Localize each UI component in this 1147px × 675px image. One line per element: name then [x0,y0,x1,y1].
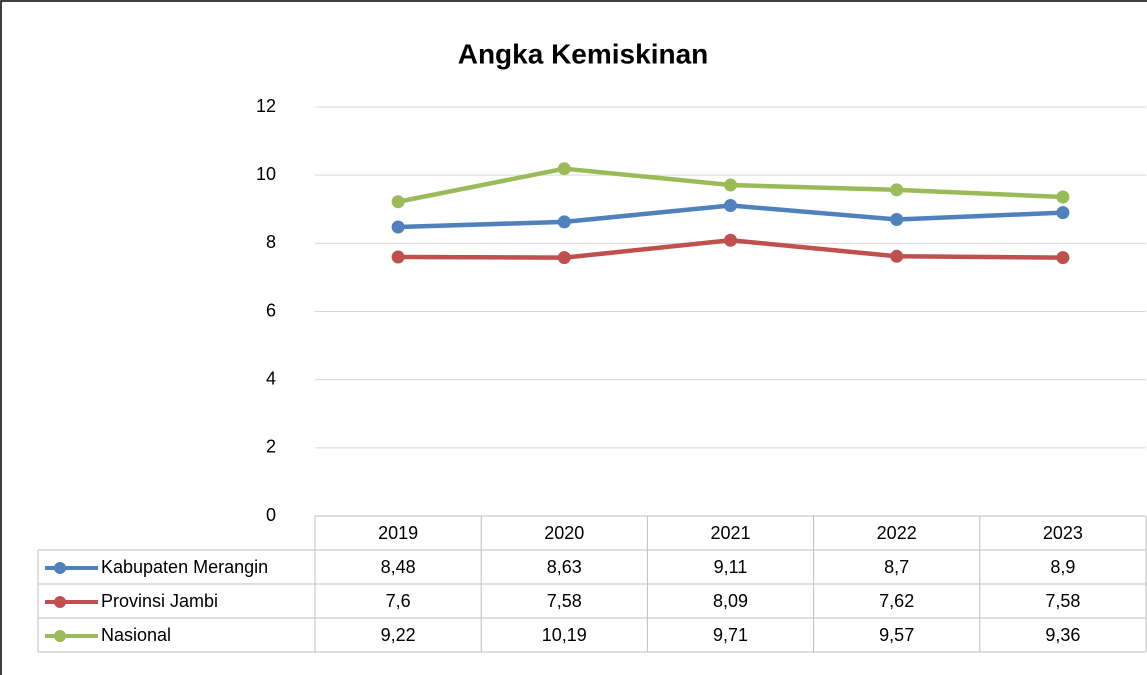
legend-key-marker [54,562,66,574]
data-point [724,233,737,247]
y-tick-label: 0 [266,505,276,525]
y-tick-label: 10 [256,164,276,184]
data-label: 10,19 [542,625,587,645]
data-point [391,195,405,209]
data-label: 7,58 [547,591,582,611]
data-point [1056,190,1070,204]
legend-key-marker [54,630,66,642]
data-label: 8,63 [547,557,582,577]
data-point [1056,206,1070,220]
x-tick-label: 2020 [544,523,584,543]
y-tick-label: 12 [256,96,276,116]
data-label: 9,71 [713,625,748,645]
data-point [1056,251,1070,265]
data-label: 8,7 [884,557,909,577]
data-point [557,251,571,265]
y-tick-label: 8 [266,232,276,252]
y-tick-label: 4 [266,368,276,388]
x-tick-label: 2022 [877,523,917,543]
data-label: 7,58 [1045,591,1080,611]
data-label: 7,6 [386,591,411,611]
data-point [724,178,737,192]
data-point [890,183,904,197]
data-point [890,249,904,263]
legend-key-marker [54,596,66,608]
legend-label: Provinsi Jambi [101,591,218,611]
data-label: 9,36 [1045,625,1080,645]
legend-label: Nasional [101,625,171,645]
data-point [890,212,904,226]
data-point [557,162,571,176]
data-label: 9,57 [879,625,914,645]
data-label: 9,11 [714,557,748,577]
x-tick-label: 2023 [1043,523,1083,543]
x-tick-label: 2021 [710,523,750,543]
x-tick-label: 2019 [378,523,418,543]
legend-label: Kabupaten Merangin [101,557,268,577]
data-point [391,220,405,234]
data-label: 8,09 [713,591,748,611]
data-label: 9,22 [381,625,416,645]
chart-title: Angka Kemiskinan [458,38,709,69]
data-point [724,199,737,213]
data-point [391,250,405,264]
data-label: 7,62 [879,591,914,611]
data-point [557,215,571,229]
y-tick-label: 6 [266,300,276,320]
data-label: 8,48 [381,557,416,577]
y-tick-label: 2 [266,437,276,457]
data-label: 8,9 [1050,557,1075,577]
